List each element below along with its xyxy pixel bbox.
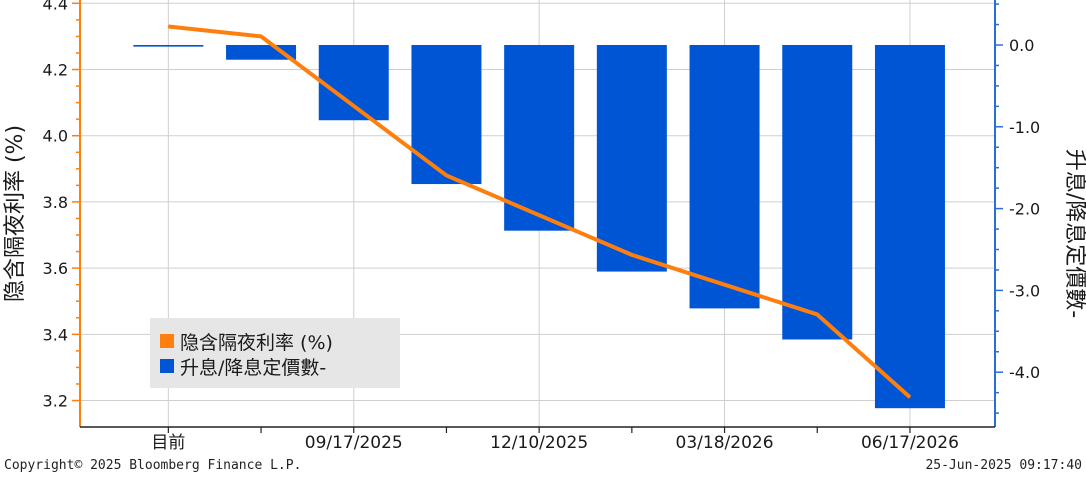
- legend-item-pricing: 升息/降息定價數-: [160, 355, 327, 379]
- left-tick-label: 4.0: [43, 127, 68, 146]
- bar: [133, 44, 204, 47]
- left-tick-label: 4.4: [43, 0, 68, 13]
- rate-point: [445, 174, 447, 176]
- rate-point: [724, 284, 726, 286]
- rate-point: [816, 313, 818, 315]
- bar: [596, 44, 667, 272]
- right-tick-label: -1.0: [1009, 118, 1040, 137]
- left-tick-label: 3.2: [43, 392, 68, 411]
- left-tick-label: 4.2: [43, 61, 68, 80]
- bar: [504, 44, 575, 231]
- right-tick-label: -4.0: [1009, 363, 1040, 382]
- timestamp-text: 25-Jun-2025 09:17:40: [925, 458, 1082, 473]
- x-tick-label: 03/18/2026: [676, 433, 774, 453]
- legend: 隐含隔夜利率 (%) 升息/降息定價數-: [150, 318, 400, 388]
- copyright-text: Copyright© 2025 Bloomberg Finance L.P.: [4, 458, 302, 473]
- bar: [411, 44, 482, 185]
- x-tick-label: 09/17/2025: [305, 433, 403, 453]
- rate-point: [260, 35, 262, 37]
- legend-swatch-pricing: [160, 359, 174, 373]
- left-tick-label: 3.6: [43, 259, 68, 278]
- legend-label-rate: 隐含隔夜利率 (%): [180, 331, 333, 354]
- x-tick-label: 12/10/2025: [490, 433, 588, 453]
- left-axis-title: 隐含隔夜利率 (%): [3, 125, 28, 302]
- right-tick-label: -2.0: [1009, 200, 1040, 219]
- x-tick-label: 目前: [151, 433, 185, 453]
- rate-point: [167, 25, 169, 27]
- bar: [318, 44, 389, 121]
- legend-swatch-rate: [160, 334, 174, 348]
- x-tick-label: 06/17/2026: [861, 433, 959, 453]
- left-tick-label: 3.4: [43, 325, 68, 344]
- legend-label-pricing: 升息/降息定價數-: [180, 356, 327, 379]
- bar: [782, 44, 853, 340]
- bar: [689, 44, 760, 309]
- bar: [874, 44, 945, 409]
- right-axis-title: 升息/降息定價數-: [1062, 149, 1086, 318]
- rate-point: [353, 105, 355, 107]
- rate-point: [631, 254, 633, 256]
- right-tick-label: -3.0: [1009, 281, 1040, 300]
- rate-point: [538, 214, 540, 216]
- right-tick-label: 0.0: [1009, 36, 1034, 55]
- left-tick-label: 3.8: [43, 193, 68, 212]
- legend-item-rate: 隐含隔夜利率 (%): [160, 330, 333, 354]
- rate-point: [909, 396, 911, 398]
